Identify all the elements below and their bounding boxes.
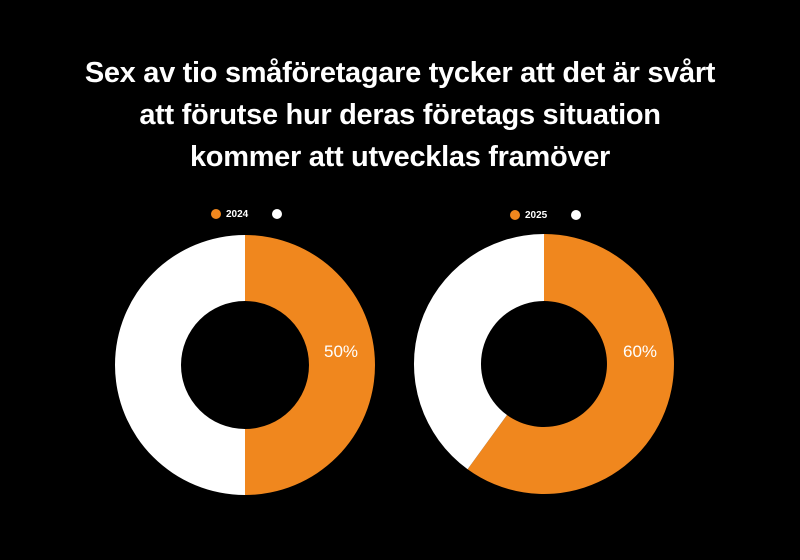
legend-dot-white-icon[interactable] <box>571 210 582 220</box>
donut-chart-2025: 60% <box>413 233 674 494</box>
chart-title: Sex av tio småföretagare tycker att det … <box>0 52 800 178</box>
legend-label[interactable]: 2024 <box>226 208 249 220</box>
legend-label[interactable]: 2025 <box>525 209 548 221</box>
donut-slice-white[interactable] <box>413 233 544 470</box>
legend-2025: 2025 <box>510 208 610 222</box>
slice-label-2024: 50% <box>324 342 358 361</box>
donut-slice-orange[interactable] <box>467 234 674 494</box>
donut-slice-white[interactable] <box>115 235 245 495</box>
legend-dot-orange-icon <box>510 210 520 220</box>
legend-dot-white-icon[interactable] <box>272 209 283 219</box>
donut-chart-2024: 50% <box>115 235 375 495</box>
legend-2024: 2024 <box>211 207 311 221</box>
title-line-2: att förutse hur deras företags situation <box>139 99 661 131</box>
title-line-3: kommer att utvecklas framöver <box>189 141 611 173</box>
slice-label-2025: 60% <box>623 342 657 361</box>
legend-dot-orange-icon <box>211 209 221 219</box>
donut-slice-orange[interactable] <box>245 235 375 495</box>
title-line-1: Sex av tio småföretagare tycker att det … <box>84 57 716 89</box>
